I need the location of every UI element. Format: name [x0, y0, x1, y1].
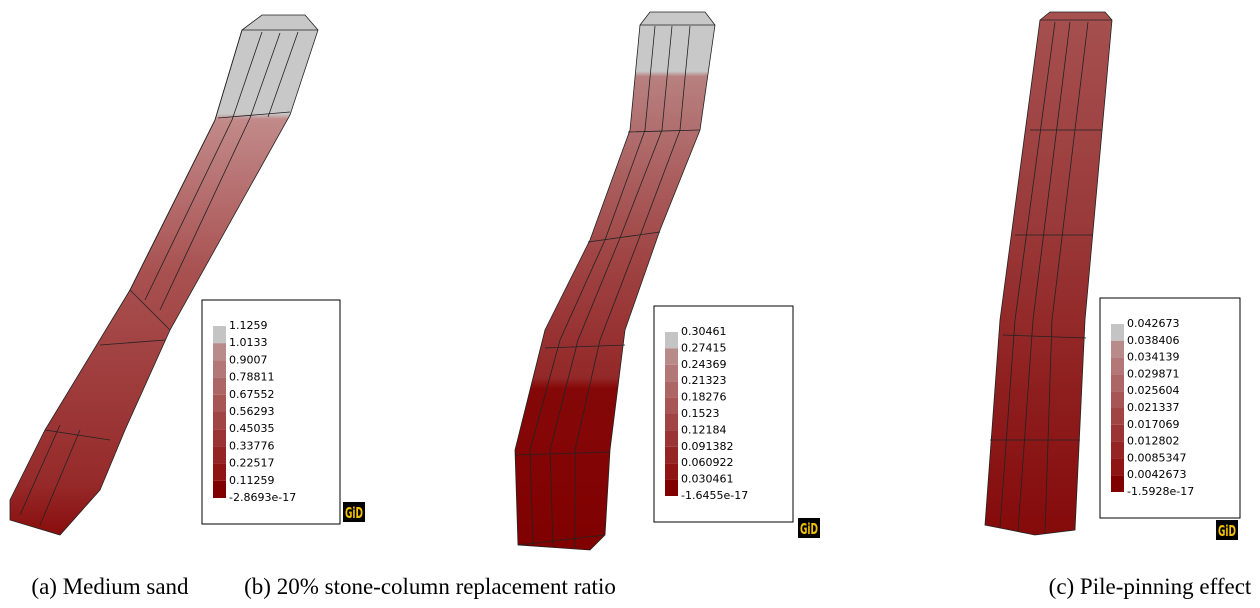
legend-label: 0.30461 — [681, 325, 727, 338]
legend-swatch — [1111, 408, 1124, 425]
legend-swatch — [665, 381, 678, 398]
legend-label: 0.042673 — [1127, 317, 1180, 330]
legend-label: 0.021337 — [1127, 401, 1180, 414]
legend-label: 0.24369 — [681, 358, 727, 371]
legend-swatch — [1111, 324, 1124, 341]
legend-swatch — [665, 463, 678, 480]
legend-label: 0.18276 — [681, 391, 727, 404]
legend-swatch — [213, 377, 226, 395]
pile-b — [514, 11, 716, 551]
legend-label: 0.029871 — [1127, 367, 1180, 380]
legend-label: 0.56293 — [229, 405, 275, 418]
legend-label: 0.017069 — [1127, 418, 1180, 431]
legend-swatch — [1111, 475, 1124, 492]
legend-swatch — [665, 397, 678, 414]
legend-label: 0.27415 — [681, 341, 727, 354]
legend-label: 0.1523 — [681, 407, 720, 420]
legend-label: 0.9007 — [229, 353, 268, 366]
legend-swatch — [665, 364, 678, 382]
legend-swatch — [1111, 357, 1124, 375]
legend-label: 0.67552 — [229, 388, 275, 401]
legend-swatch — [213, 429, 226, 447]
legend-swatch — [1111, 391, 1124, 408]
caption: (a) Medium sand — [31, 574, 189, 599]
legend-label: -1.6455e-17 — [681, 489, 748, 502]
legend-label: 0.025604 — [1127, 384, 1180, 397]
legend-swatch — [213, 343, 226, 361]
legend-swatch — [665, 479, 678, 496]
logo: GiD — [800, 520, 818, 538]
legend-label: 0.012802 — [1127, 435, 1180, 448]
legend-label: 0.038406 — [1127, 334, 1180, 347]
legend-swatch — [1111, 340, 1124, 358]
legend-label: -2.8693e-17 — [229, 491, 296, 504]
legend-swatch — [213, 412, 226, 430]
legend-label: 0.21323 — [681, 374, 727, 387]
legend-swatch — [665, 332, 678, 349]
legend-label: 0.12184 — [681, 423, 727, 436]
legend-swatch — [1111, 424, 1124, 442]
legend-label: 0.22517 — [229, 457, 275, 470]
legend-label: -1.5928e-17 — [1127, 485, 1194, 498]
legend-swatch — [213, 326, 226, 344]
legend-swatch — [665, 414, 678, 431]
caption: (c) Pile-pinning effect — [1049, 574, 1252, 599]
legend-label: 0.11259 — [229, 474, 275, 487]
legend-swatch — [213, 360, 226, 378]
legend-label: 0.0085347 — [1127, 451, 1187, 464]
legend-label: 0.034139 — [1127, 351, 1180, 364]
legend-swatch — [665, 446, 678, 464]
logo-box — [798, 518, 820, 538]
legend-label: 0.0042673 — [1127, 468, 1187, 481]
pile-a — [9, 14, 319, 536]
legend-label: 0.33776 — [229, 439, 275, 452]
legend-label: 1.1259 — [229, 319, 268, 332]
caption: (b) 20% stone-column replacement ratio — [244, 574, 616, 599]
logo: GiD — [345, 504, 363, 522]
legend-swatch — [213, 480, 226, 498]
logo-box — [1216, 520, 1238, 540]
legend-swatch — [213, 446, 226, 464]
legend-label: 0.030461 — [681, 473, 734, 486]
legend-swatch — [665, 348, 678, 365]
legend-label: 0.091382 — [681, 440, 734, 453]
logo-box — [343, 502, 365, 522]
legend-swatch — [213, 394, 226, 412]
legend-label: 0.78811 — [229, 371, 275, 384]
legend-label: 0.060922 — [681, 456, 734, 469]
legend-swatch — [213, 463, 226, 481]
legend-swatch — [665, 430, 678, 447]
legend-swatch — [1111, 374, 1124, 392]
legend-label: 1.0133 — [229, 336, 268, 349]
legend-swatch — [1111, 441, 1124, 459]
legend-swatch — [1111, 458, 1124, 476]
logo: GiD — [1218, 522, 1236, 540]
legend-label: 0.45035 — [229, 422, 275, 435]
pile-c — [984, 11, 1113, 536]
